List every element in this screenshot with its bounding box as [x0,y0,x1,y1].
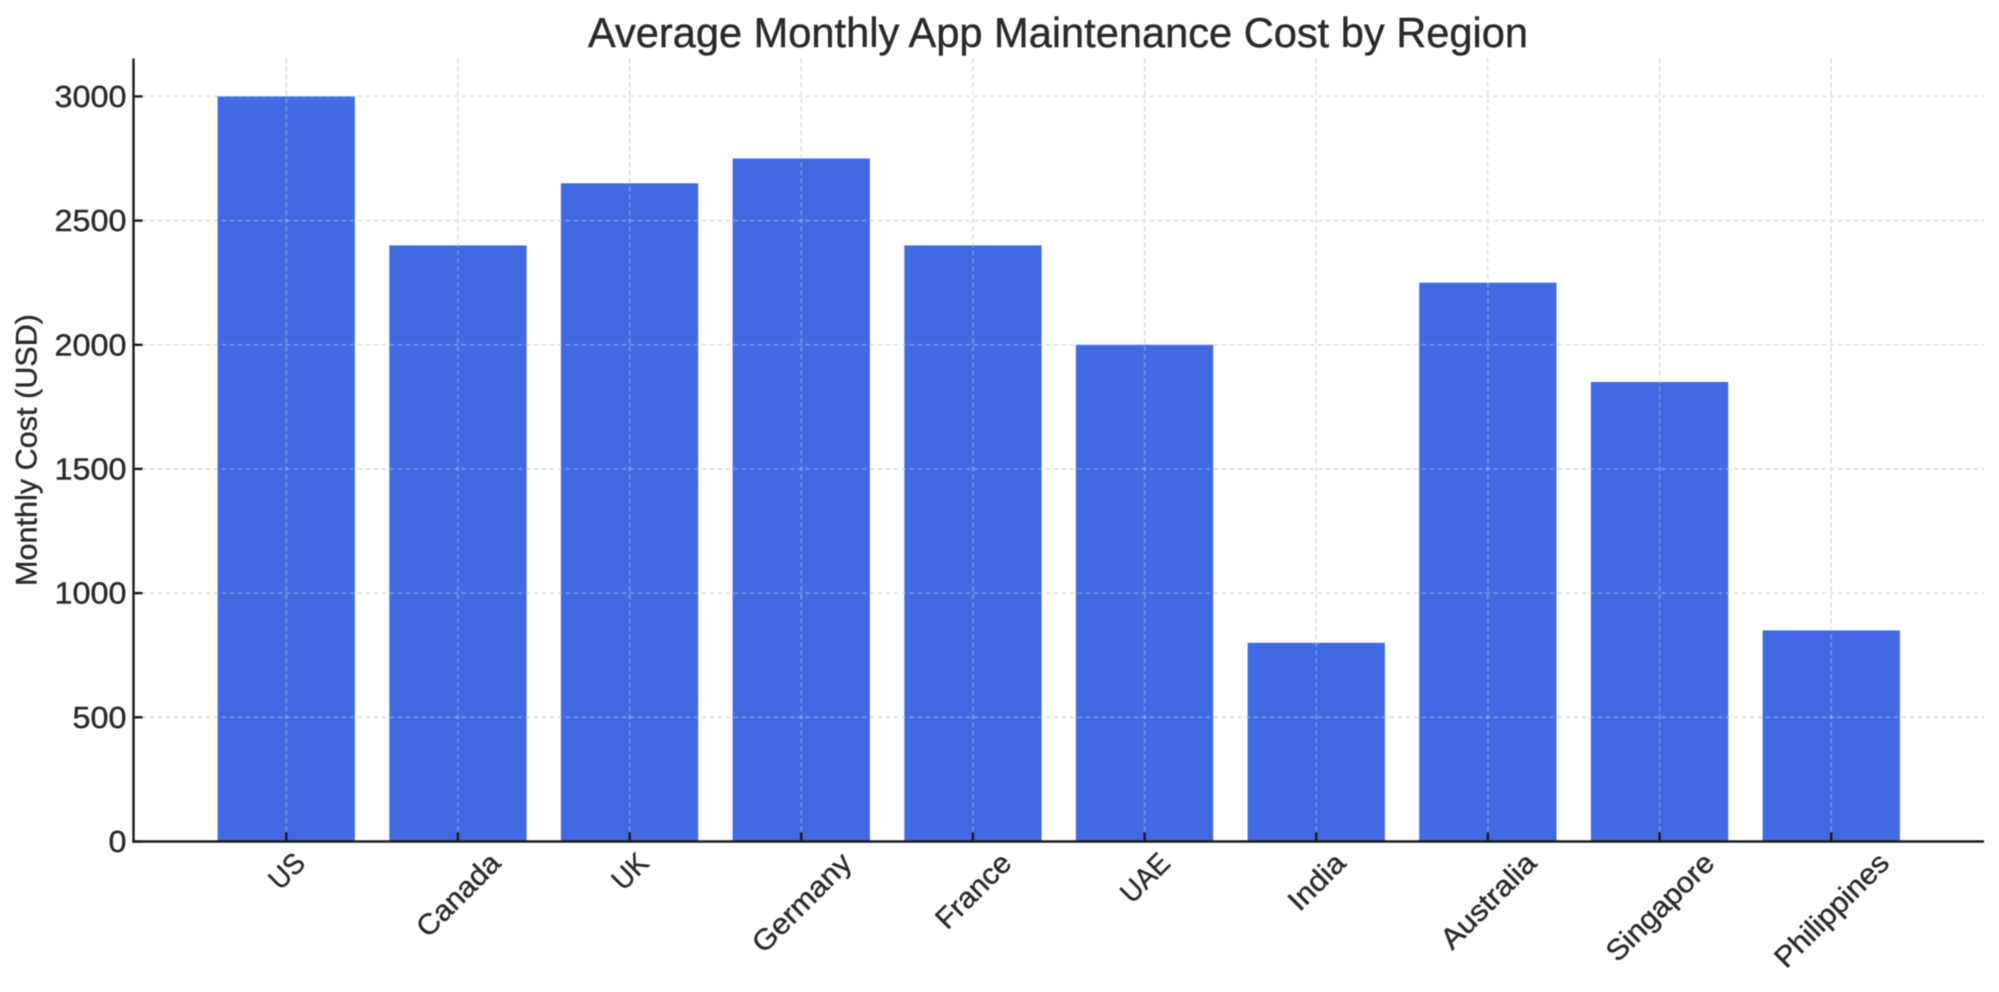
svg-text:0: 0 [109,824,127,859]
svg-text:3000: 3000 [55,79,127,114]
svg-text:2500: 2500 [55,203,127,238]
svg-text:Average Monthly App Maintenanc: Average Monthly App Maintenance Cost by … [588,9,1528,56]
svg-text:2000: 2000 [55,327,127,362]
svg-text:1000: 1000 [55,576,127,611]
svg-text:500: 500 [73,700,127,735]
svg-text:Monthly Cost (USD): Monthly Cost (USD) [11,314,44,586]
svg-text:1500: 1500 [55,451,127,486]
